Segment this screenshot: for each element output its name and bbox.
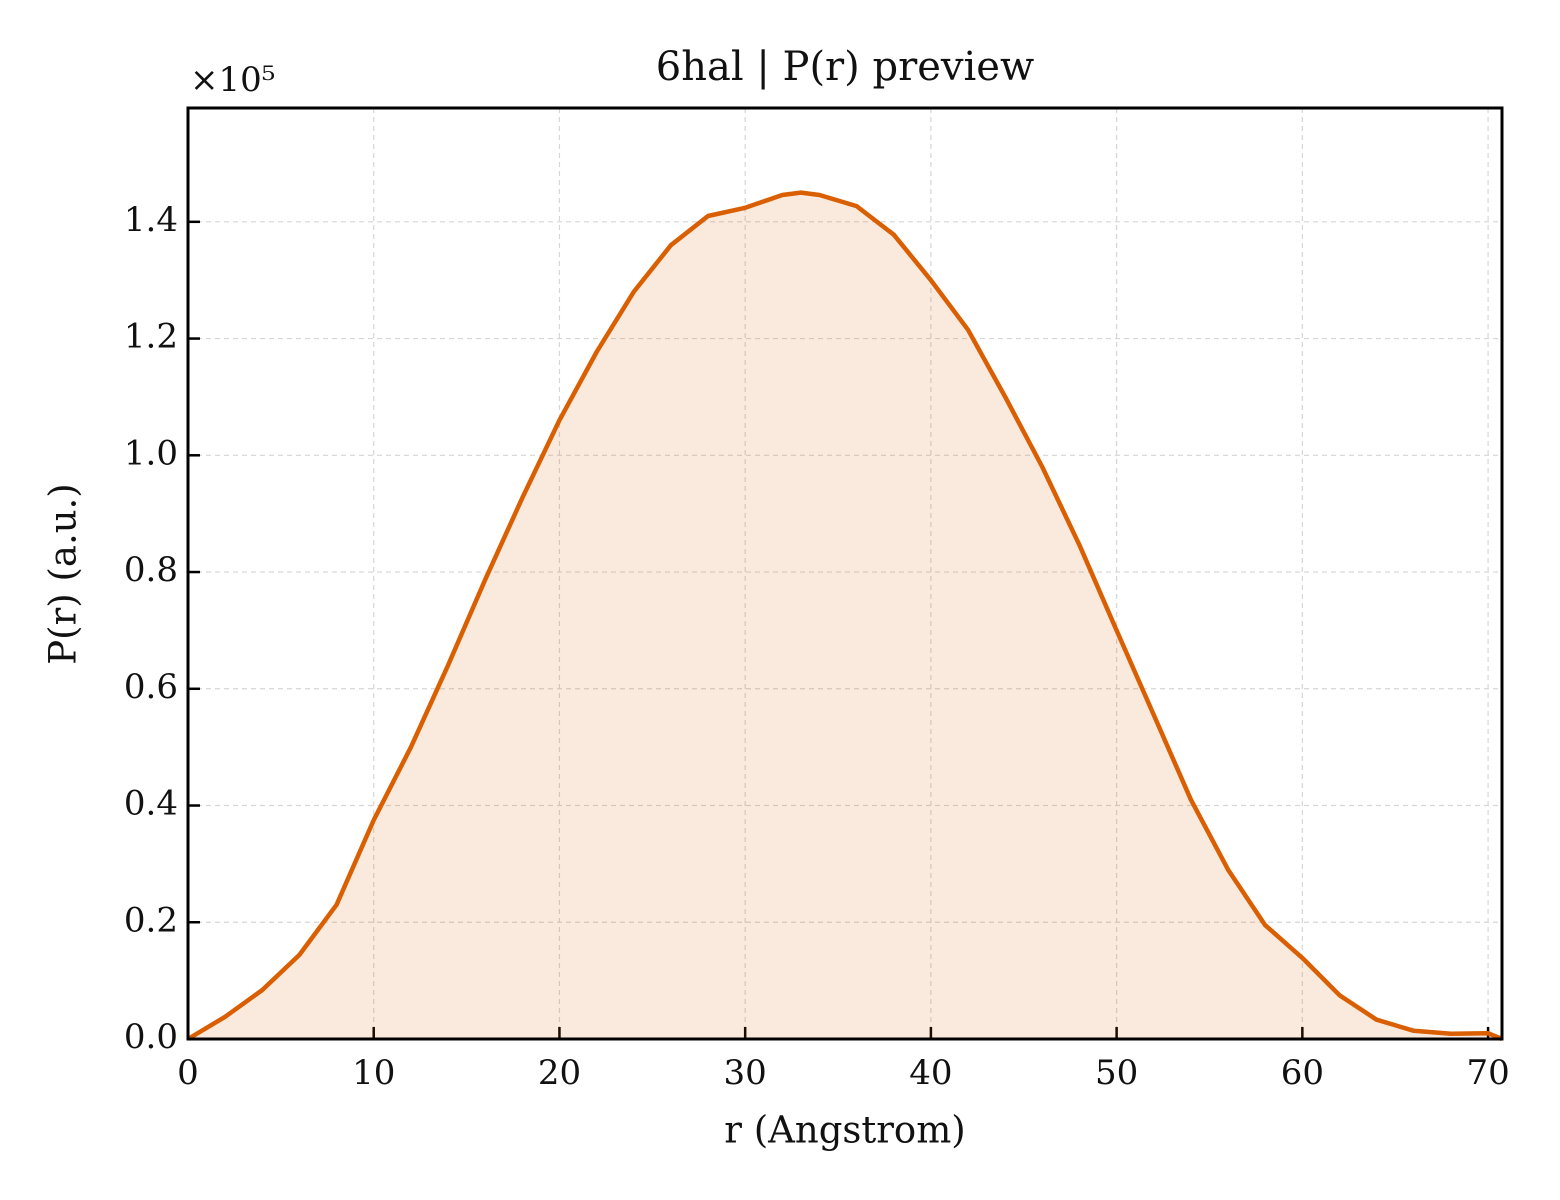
x-tick-label: 10 bbox=[352, 1053, 395, 1093]
y-tick-label: 1.4 bbox=[124, 200, 178, 240]
x-tick-label: 70 bbox=[1466, 1053, 1509, 1093]
area bbox=[188, 192, 1502, 1040]
y-tick-label: 0.4 bbox=[124, 784, 178, 824]
y-axis-label: P(r) (a.u.) bbox=[42, 483, 85, 665]
x-tick-label: 30 bbox=[724, 1053, 767, 1093]
y-tick-label: 0.6 bbox=[124, 667, 178, 707]
chart-title: 6hal | P(r) preview bbox=[656, 44, 1034, 90]
y-tick-label: 0.8 bbox=[124, 550, 178, 590]
plot-frame bbox=[186, 106, 1504, 1041]
x-tick-label: 40 bbox=[909, 1053, 952, 1093]
line bbox=[186, 190, 1503, 1042]
x-tick-label: 0 bbox=[177, 1053, 199, 1093]
y-tick-label: 1.0 bbox=[124, 433, 178, 473]
x-tick-label: 20 bbox=[538, 1053, 581, 1093]
y-offset-label: ×10⁵ bbox=[190, 60, 275, 100]
y-tick-label: 1.2 bbox=[124, 317, 178, 357]
x-tick-label: 50 bbox=[1095, 1053, 1138, 1093]
x-axis-label: r (Angstrom) bbox=[724, 1109, 965, 1152]
y-tick-label: 0.2 bbox=[124, 900, 178, 940]
x-tick-label: 60 bbox=[1281, 1053, 1324, 1093]
y-tick-label: 0.0 bbox=[124, 1017, 178, 1057]
